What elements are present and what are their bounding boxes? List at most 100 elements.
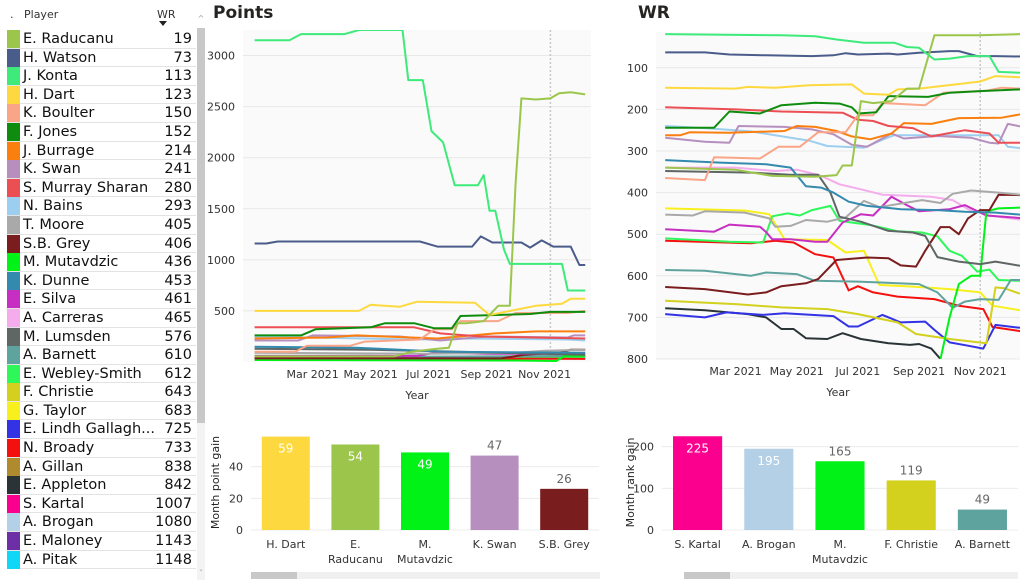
data-label: 165 [829,444,852,458]
series-line-m-mutavdzic[interactable] [254,354,586,362]
player-color-swatch [7,439,20,458]
table-row[interactable]: A. Barnett 610 [7,346,196,365]
series-line-j-burrage[interactable] [665,113,1020,141]
table-row[interactable]: K. Dunne 453 [7,271,196,291]
category-label: K. Swan [473,538,517,551]
series-line-f-jones[interactable] [254,310,586,337]
bar[interactable] [673,436,723,530]
y-tick-label: 400 [627,187,648,200]
bar[interactable] [744,448,794,530]
series-line-h-watson[interactable] [254,235,586,266]
table-row[interactable]: S. Murray Sharan 280 [7,178,196,198]
table-row[interactable]: M. Lumsden 576 [7,327,196,347]
series-line-a-carreras[interactable] [665,166,1020,221]
bar[interactable] [470,455,519,530]
series-line-a-barnett[interactable] [665,269,1020,309]
table-row[interactable]: F. Jones 152 [7,122,196,142]
table-row[interactable]: K. Swan 241 [7,160,196,179]
series-line-k-dunne[interactable] [665,159,1020,216]
table-row[interactable]: H. Dart 123 [7,85,196,105]
bar[interactable] [886,480,936,530]
points-line-chart[interactable]: 500 1000 1500 2000 2500 3000 Mar 2021 May 2021 J… [205,25,605,400]
table-row[interactable]: A. Carreras 465 [7,308,196,328]
player-color-swatch [7,401,20,420]
sort-descending-icon[interactable] [159,21,167,26]
bar[interactable] [957,509,1007,530]
series-line-e-silva[interactable] [665,195,1020,243]
series-line-f-jones[interactable] [665,88,1020,129]
series-line-j-konta[interactable] [665,33,1020,74]
table-row[interactable]: E. Silva 461 [7,290,196,309]
wr-column-header[interactable]: WR [157,8,176,21]
player-column-header[interactable]: Player [24,8,59,21]
wr-line-chart[interactable]: 100 200 300 400 500 600 700 800 Mar 2021 May 2021… [610,25,1024,400]
x-axis-title: Year [825,386,850,399]
series-line-g-taylor[interactable] [665,207,1020,312]
point-gain-scrollbar-thumb[interactable] [251,572,297,579]
table-scrollbar-thumb[interactable] [197,28,205,423]
series-line-n-broady[interactable] [665,239,1020,333]
series-line-t-moore[interactable] [665,189,1020,228]
bar[interactable] [540,488,589,530]
table-row[interactable]: E. Lindh Gallagh... 725 [7,420,196,440]
series-line-j-burrage[interactable] [254,330,586,340]
table-row[interactable]: A. Gillan 838 [7,457,196,477]
table-row[interactable]: J. Konta 113 [7,67,196,86]
table-row[interactable]: S.B. Grey 406 [7,234,196,254]
table-row[interactable]: E. Webley-Smith 612 [7,364,196,384]
series-line-e-lindh-gallagher[interactable] [665,311,1020,350]
data-label: 225 [686,441,709,455]
table-row[interactable]: A. Brogan 1080 [7,513,196,533]
series-line-h-watson[interactable] [665,50,1020,58]
table-row[interactable]: N. Broady 733 [7,439,196,458]
series-line-k-dunne[interactable] [254,345,586,354]
table-row[interactable]: N. Bains 293 [7,197,196,216]
table-row[interactable]: E. Raducanu 19 [7,30,196,49]
point-gain-scrollbar[interactable] [251,572,600,579]
table-row[interactable]: F. Christie 643 [7,383,196,402]
category-label: H. Dart [266,538,306,551]
table-row[interactable]: G. Taylor 683 [7,401,196,421]
x-tick-label: Jul 2021 [834,365,880,378]
series-line-m-mutavdzic[interactable] [939,206,1021,359]
player-name: F. Christie [23,384,94,401]
table-row[interactable]: A. Pitak 1148 [7,550,196,570]
series-line-j-konta[interactable] [254,30,586,292]
series-line-h-dart[interactable] [665,75,1020,96]
series-line-e-raducanu[interactable] [254,91,586,358]
table-scrollbar[interactable]: ^ ˇ [197,14,205,580]
color-column-header[interactable]: . [10,8,14,21]
point-gain-bar-chart[interactable]: 0 20 40 Month point gain 59 H. Dart 54 E. Raduca… [205,425,605,570]
data-label: 59 [278,442,293,456]
bar[interactable] [261,436,310,530]
series-line-f-christie[interactable] [665,286,1020,345]
rank-gain-scrollbar-thumb[interactable] [684,572,730,579]
table-row[interactable]: M. Mutavdzic 436 [7,253,196,272]
player-wr: 842 [164,477,192,494]
player-wr: 733 [164,440,192,457]
series-line-n-bains[interactable] [254,335,586,342]
series-line-e-raducanu[interactable] [665,33,1020,178]
bar[interactable] [331,444,380,531]
table-row[interactable]: E. Appleton 842 [7,476,196,495]
table-row[interactable]: S. Kartal 1007 [7,494,196,514]
table-row[interactable]: E. Maloney 1143 [7,532,196,551]
rank-gain-scrollbar[interactable] [684,572,1018,579]
table-row[interactable]: T. Moore 405 [7,215,196,235]
player-color-swatch [7,178,20,197]
bar[interactable] [815,461,865,530]
series-line-h-dart[interactable] [254,297,586,316]
series-line-s-murray-sharan[interactable] [665,106,1020,144]
scroll-down-icon[interactable]: ˇ [199,569,203,578]
y-tick-label: 2500 [207,101,235,114]
table-row[interactable]: J. Burrage 214 [7,141,196,161]
table-row[interactable]: K. Boulter 150 [7,104,196,123]
table-row[interactable]: H. Watson 73 [7,48,196,68]
bar[interactable] [400,452,450,530]
series-line-s-murray-sharan[interactable] [254,326,586,340]
data-label: 195 [757,454,780,468]
scroll-up-icon[interactable]: ^ [197,14,205,23]
series-line-m-lumsden[interactable] [665,170,1020,267]
data-label: 47 [487,439,502,453]
